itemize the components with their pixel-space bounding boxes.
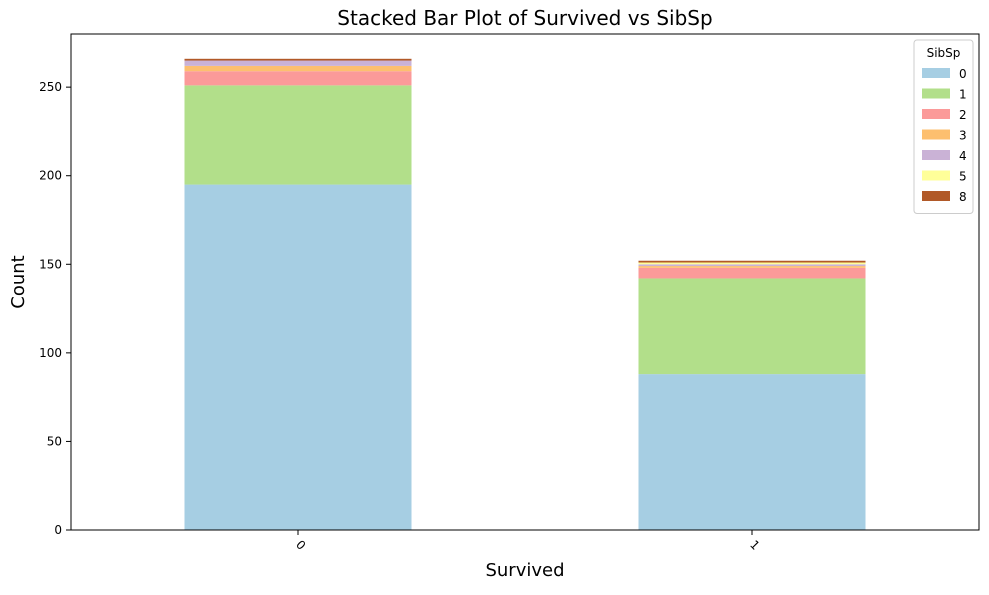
legend-title: SibSp	[927, 46, 961, 60]
legend-box	[913, 39, 974, 214]
legend-label: 4	[959, 149, 967, 163]
y-tick-label: 50	[47, 434, 62, 448]
bar-segment	[184, 58, 412, 61]
y-axis-label: Count	[8, 255, 29, 308]
bar-segment	[184, 60, 412, 66]
legend-label: 3	[959, 129, 967, 143]
bar-segment	[638, 264, 866, 267]
legend-swatch	[922, 129, 950, 140]
x-tick-label: 1	[747, 538, 762, 553]
bar-segment	[184, 85, 412, 185]
chart-title: Stacked Bar Plot of Survived vs SibSp	[337, 6, 712, 30]
bar-segment	[184, 65, 412, 72]
legend-label: 2	[959, 108, 967, 122]
legend-swatch	[922, 150, 950, 160]
y-tick-label: 100	[39, 346, 62, 360]
legend-label: 1	[959, 88, 967, 102]
legend-swatch	[922, 88, 950, 99]
bars-layer	[184, 58, 866, 531]
bar-segment	[638, 374, 866, 530]
legend-label: 8	[959, 190, 967, 204]
plot-frame	[70, 33, 980, 531]
legend-swatch	[922, 68, 950, 78]
legend: SibSp 0 1 2 3 4 5 8	[913, 39, 974, 214]
bar-segment	[638, 262, 866, 265]
legend-swatch	[922, 170, 950, 181]
y-tick-label: 250	[39, 80, 62, 94]
bar-segment	[184, 184, 412, 531]
bar-segment	[638, 260, 866, 263]
bar-segment	[184, 71, 412, 86]
legend-label: 0	[959, 67, 967, 81]
y-axis: 0 50 100 150 200 250	[39, 80, 71, 537]
y-tick-label: 200	[39, 169, 62, 183]
bar-segment	[638, 278, 866, 375]
x-axis-label: Survived	[485, 560, 564, 581]
bar-segment	[638, 266, 866, 268]
x-tick-label: 0	[293, 538, 308, 553]
y-tick-label: 0	[54, 523, 62, 537]
legend-swatch	[922, 191, 950, 201]
bar-segment	[638, 267, 866, 279]
y-tick-label: 150	[39, 257, 62, 271]
legend-label: 5	[959, 170, 967, 184]
legend-swatch	[922, 109, 950, 119]
